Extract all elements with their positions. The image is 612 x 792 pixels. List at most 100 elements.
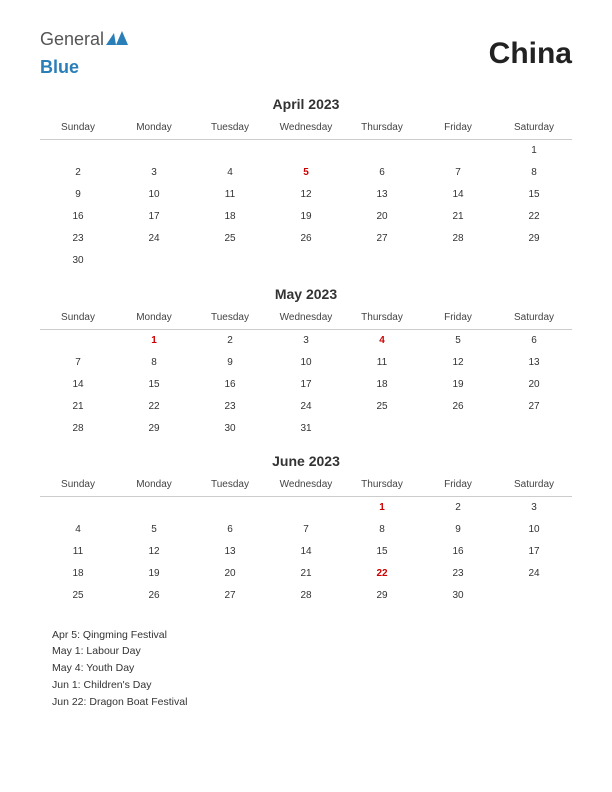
day-cell: 2 (40, 162, 116, 184)
day-cell: 29 (496, 228, 572, 250)
day-cell: 25 (344, 395, 420, 417)
empty-cell (40, 329, 116, 351)
empty-cell (116, 140, 192, 162)
empty-cell (344, 140, 420, 162)
empty-cell (496, 250, 572, 272)
day-cell: 26 (420, 395, 496, 417)
day-header: Saturday (496, 475, 572, 497)
day-cell: 26 (268, 228, 344, 250)
day-cell: 7 (268, 519, 344, 541)
day-cell: 15 (344, 541, 420, 563)
day-cell: 27 (344, 228, 420, 250)
day-cell: 15 (116, 373, 192, 395)
day-cell: 3 (268, 329, 344, 351)
day-cell: 9 (40, 184, 116, 206)
calendars-container: April 2023SundayMondayTuesdayWednesdayTh… (40, 96, 572, 607)
day-cell: 23 (192, 395, 268, 417)
holiday-item: May 4: Youth Day (52, 660, 572, 677)
day-header: Tuesday (192, 118, 268, 140)
day-cell: 23 (420, 563, 496, 585)
day-header: Sunday (40, 308, 116, 330)
month-title: June 2023 (40, 453, 572, 469)
day-cell: 20 (496, 373, 572, 395)
day-cell: 11 (192, 184, 268, 206)
day-cell: 11 (344, 351, 420, 373)
day-cell: 22 (496, 206, 572, 228)
day-header: Wednesday (268, 475, 344, 497)
day-cell: 3 (496, 497, 572, 519)
day-cell: 13 (192, 541, 268, 563)
empty-cell (496, 417, 572, 439)
empty-cell (344, 250, 420, 272)
day-header: Saturday (496, 308, 572, 330)
day-cell: 7 (40, 351, 116, 373)
day-cell: 1 (496, 140, 572, 162)
day-header: Tuesday (192, 475, 268, 497)
day-cell: 28 (40, 417, 116, 439)
day-cell: 25 (192, 228, 268, 250)
day-cell: 2 (192, 329, 268, 351)
day-cell: 28 (268, 585, 344, 607)
day-cell: 21 (40, 395, 116, 417)
calendar-table: SundayMondayTuesdayWednesdayThursdayFrid… (40, 475, 572, 607)
day-cell: 21 (268, 563, 344, 585)
day-cell: 22 (344, 563, 420, 585)
empty-cell (420, 140, 496, 162)
day-cell: 1 (344, 497, 420, 519)
day-header: Thursday (344, 475, 420, 497)
empty-cell (40, 497, 116, 519)
day-cell: 14 (420, 184, 496, 206)
empty-cell (268, 250, 344, 272)
day-cell: 5 (268, 162, 344, 184)
day-cell: 13 (344, 184, 420, 206)
day-cell: 7 (420, 162, 496, 184)
day-cell: 24 (268, 395, 344, 417)
day-cell: 10 (496, 519, 572, 541)
empty-cell (116, 497, 192, 519)
day-cell: 4 (40, 519, 116, 541)
empty-cell (116, 250, 192, 272)
day-cell: 18 (344, 373, 420, 395)
logo-text-wrap: General Blue (40, 30, 128, 78)
day-cell: 17 (496, 541, 572, 563)
logo-text-general: General (40, 29, 104, 49)
day-cell: 22 (116, 395, 192, 417)
logo-icon (106, 31, 128, 50)
day-cell: 15 (496, 184, 572, 206)
day-header: Friday (420, 475, 496, 497)
day-cell: 27 (192, 585, 268, 607)
empty-cell (268, 497, 344, 519)
calendar-month: April 2023SundayMondayTuesdayWednesdayTh… (40, 96, 572, 272)
day-cell: 6 (192, 519, 268, 541)
day-cell: 12 (420, 351, 496, 373)
day-cell: 5 (116, 519, 192, 541)
day-header: Tuesday (192, 308, 268, 330)
day-cell: 6 (496, 329, 572, 351)
empty-cell (40, 140, 116, 162)
day-header: Monday (116, 475, 192, 497)
day-cell: 12 (116, 541, 192, 563)
holiday-item: Jun 1: Children's Day (52, 677, 572, 694)
day-cell: 21 (420, 206, 496, 228)
day-cell: 19 (116, 563, 192, 585)
month-title: May 2023 (40, 286, 572, 302)
country-title: China (489, 37, 572, 71)
day-cell: 30 (192, 417, 268, 439)
day-cell: 18 (40, 563, 116, 585)
day-header: Thursday (344, 118, 420, 140)
day-header: Friday (420, 308, 496, 330)
day-cell: 2 (420, 497, 496, 519)
empty-cell (344, 417, 420, 439)
day-header: Wednesday (268, 308, 344, 330)
logo: General Blue (40, 30, 128, 78)
day-cell: 29 (344, 585, 420, 607)
day-cell: 5 (420, 329, 496, 351)
day-cell: 20 (192, 563, 268, 585)
day-cell: 23 (40, 228, 116, 250)
day-cell: 9 (420, 519, 496, 541)
day-cell: 16 (420, 541, 496, 563)
day-cell: 16 (192, 373, 268, 395)
holiday-item: Jun 22: Dragon Boat Festival (52, 694, 572, 711)
empty-cell (420, 417, 496, 439)
day-cell: 9 (192, 351, 268, 373)
